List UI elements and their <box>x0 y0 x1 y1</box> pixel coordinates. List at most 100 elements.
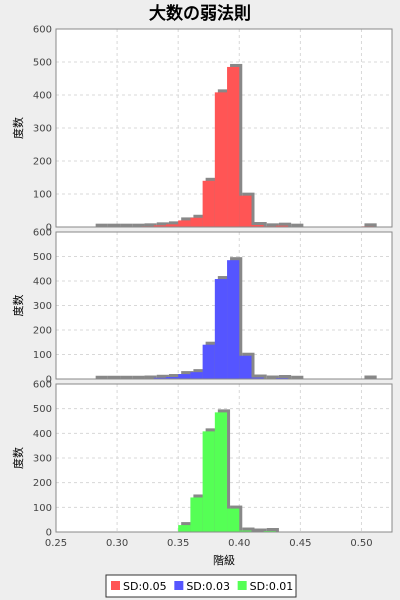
bar-shadow <box>254 528 267 532</box>
chart-panels: 0 100 200 300 400 500 600 度数 0 100 200 300 400 500 600… <box>11 25 393 567</box>
bar-shadow <box>168 374 182 379</box>
y-tick-label: 400 <box>33 277 52 288</box>
y-tick-label: 200 <box>33 157 52 168</box>
x-tick-label: 0.25 <box>45 538 67 549</box>
bar <box>239 355 252 379</box>
x-axis-label: 階級 <box>213 553 235 567</box>
plot-frame <box>55 383 393 533</box>
bar-shadow <box>266 375 279 379</box>
bar <box>202 431 215 532</box>
y-tick-label: 400 <box>33 91 52 102</box>
bar <box>239 195 252 227</box>
bar-shadow <box>144 223 157 227</box>
x-tick-label: 0.45 <box>289 538 311 549</box>
bar <box>190 497 203 532</box>
bar-shadow <box>278 375 292 379</box>
bar <box>178 525 191 532</box>
chart-title: 大数の弱法則 <box>149 3 251 24</box>
bar-shadow <box>254 222 267 227</box>
bar-shadow <box>144 375 157 379</box>
bar <box>178 220 191 227</box>
bar-shadow <box>278 222 292 227</box>
bar <box>227 66 240 227</box>
bar-shadow <box>364 375 377 379</box>
legend: SD:0.05 SD:0.03 SD:0.01 <box>105 574 297 598</box>
y-tick-label: 0 <box>46 528 52 539</box>
legend-label: SD:0.05 <box>123 580 167 593</box>
y-tick-label: 300 <box>33 301 52 312</box>
y-axis-label: 度数 <box>11 447 25 469</box>
y-tick-label: 100 <box>33 190 52 201</box>
x-tick-label: 0.40 <box>228 538 250 549</box>
bar <box>153 225 166 227</box>
bar <box>178 374 191 379</box>
bar-shadow <box>364 223 377 227</box>
bar-shadow <box>291 223 304 227</box>
y-tick-label: 500 <box>33 252 52 263</box>
bar-shadow <box>120 223 133 227</box>
bar-shadow <box>156 374 169 379</box>
y-tick-label: 100 <box>33 350 52 361</box>
y-tick-label: 200 <box>33 326 52 337</box>
chart-panel-3: 0 100 200 300 400 500 600 度数 0.25 0.30 0.35 0.40 0.4… <box>11 380 393 567</box>
bar-shadow <box>132 375 145 379</box>
legend-box <box>105 574 297 598</box>
y-tick-label: 300 <box>33 454 52 465</box>
bar <box>251 225 264 227</box>
y-tick-label: 400 <box>33 429 52 440</box>
legend-label: SD:0.01 <box>250 580 294 593</box>
bar <box>190 217 203 227</box>
bar <box>251 377 264 379</box>
legend-label: SD:0.03 <box>186 580 230 593</box>
chart-panel-1: 0 100 200 300 400 500 600 度数 <box>11 25 393 234</box>
bar <box>202 180 215 227</box>
bar <box>275 225 289 227</box>
bar-shadow <box>254 374 267 379</box>
x-tick-label: 0.30 <box>106 538 128 549</box>
bar-shadow <box>266 223 279 227</box>
y-tick-label: 600 <box>33 25 52 36</box>
bar-shadow <box>95 375 108 379</box>
y-tick-label: 0 <box>46 375 52 386</box>
y-axis-label: 度数 <box>11 295 25 317</box>
legend-swatch <box>174 581 184 590</box>
bar <box>202 344 215 379</box>
y-tick-label: 100 <box>33 503 52 514</box>
y-tick-label: 600 <box>33 380 52 391</box>
bar-shadow <box>266 528 279 532</box>
bar <box>239 530 252 532</box>
bar-shadow <box>242 527 255 532</box>
bar <box>227 260 240 379</box>
y-axis-label: 度数 <box>11 117 25 139</box>
bar <box>214 412 228 532</box>
bar <box>214 279 228 379</box>
y-tick-label: 300 <box>33 124 52 135</box>
bar <box>190 372 203 379</box>
y-tick-label: 500 <box>33 58 52 69</box>
bar <box>153 377 166 379</box>
y-tick-label: 0 <box>46 223 52 234</box>
legend-swatch <box>111 581 120 590</box>
bar-shadow <box>156 222 169 227</box>
plot-frame <box>55 28 393 228</box>
bar-shadow <box>107 375 121 379</box>
x-tick-label: 0.50 <box>350 538 372 549</box>
bar-shadow <box>132 223 145 227</box>
bar-shadow <box>120 375 133 379</box>
bar <box>165 377 179 379</box>
bar <box>227 508 240 532</box>
x-tick-label: 0.35 <box>167 538 189 549</box>
bar-shadow <box>291 375 304 379</box>
bar-shadow <box>168 221 182 227</box>
bar-shadow <box>107 223 121 227</box>
bar <box>214 92 228 227</box>
plot-frame <box>55 231 393 380</box>
legend-swatch <box>237 581 247 590</box>
chart-panel-2: 0 100 200 300 400 500 600 度数 <box>11 228 393 386</box>
y-tick-label: 500 <box>33 404 52 415</box>
y-tick-label: 200 <box>33 478 52 489</box>
bar <box>165 224 179 227</box>
bar-shadow <box>95 223 108 227</box>
y-tick-label: 600 <box>33 228 52 239</box>
